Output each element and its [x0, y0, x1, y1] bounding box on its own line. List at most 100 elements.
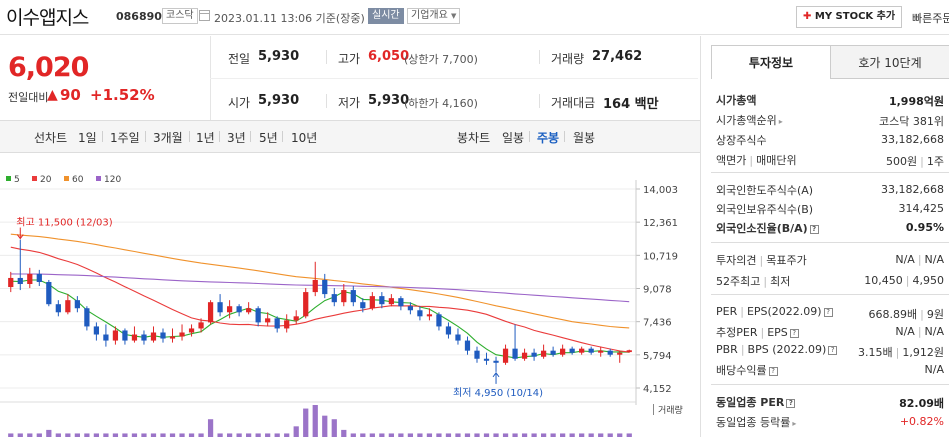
candle-body: [284, 320, 290, 329]
volume-bar: [27, 433, 33, 437]
candle-body: [445, 326, 452, 335]
candle-body: [531, 352, 537, 357]
divider: [250, 131, 251, 142]
help-icon[interactable]: ?: [768, 367, 778, 376]
invest-info-value: N/A: [925, 363, 944, 376]
candle-body: [65, 300, 71, 313]
volume-bar: [36, 433, 42, 437]
candle-body: [379, 296, 385, 305]
candle-body: [55, 304, 61, 313]
legend-swatch-5: [6, 176, 11, 181]
candle-body: [436, 314, 442, 327]
volume-bar: [617, 433, 623, 437]
label-separator: |: [760, 326, 765, 339]
volume-bar: [255, 433, 261, 437]
low-label: 저가: [338, 96, 361, 110]
help-icon[interactable]: ?: [828, 346, 838, 355]
quick-order-button[interactable]: 빠른주문: [912, 12, 949, 25]
volume-bar: [312, 405, 318, 437]
period-3y[interactable]: 3년: [227, 131, 246, 145]
volume-bar: [122, 433, 128, 437]
tab-order-book[interactable]: 호가 10단계: [830, 45, 949, 79]
volume-label: 거래량: [658, 404, 683, 416]
legend-swatch-120: [96, 176, 101, 181]
tab-invest-info[interactable]: 투자정보: [711, 45, 831, 79]
row-label: 상장주식수: [716, 134, 767, 147]
divider: [539, 94, 540, 108]
period-10y[interactable]: 10년: [291, 131, 318, 145]
candle-body: [512, 348, 518, 359]
add-my-stock-button[interactable]: ✚ MY STOCK 추가: [796, 6, 903, 28]
volume-bar: [17, 433, 23, 437]
candle-body: [303, 292, 309, 317]
period-1w[interactable]: 1주일: [110, 131, 140, 145]
change-label: 전일대비: [8, 91, 49, 104]
arrow-right-icon[interactable]: ▸: [792, 419, 797, 428]
candle-body: [607, 350, 613, 355]
candle-body: [226, 306, 233, 313]
row-value: N/A: [924, 363, 944, 376]
realtime-button[interactable]: 실시간: [368, 8, 404, 24]
period-1y[interactable]: 1년: [196, 131, 215, 145]
divider: [102, 131, 103, 142]
arrow-right-icon[interactable]: ▸: [778, 117, 783, 126]
candle-body: [426, 314, 433, 317]
candle-weekly[interactable]: 주봉: [537, 131, 560, 145]
divider: [711, 384, 949, 385]
volume-bar: [131, 433, 138, 437]
invest-info-label: 시가총액: [716, 92, 756, 108]
row-label-secondary: 목표주가: [766, 254, 807, 267]
invest-info-label: 상장주식수: [716, 132, 767, 148]
volume-bar: [540, 433, 547, 437]
divider: [145, 131, 146, 142]
invest-info-row: PER | EPS(2022.09)? 668.89배 | 9원: [716, 304, 948, 322]
divider: [711, 242, 949, 243]
candle-body: [502, 348, 509, 363]
invest-info-row: 상장주식수 33,182,668: [716, 131, 948, 149]
line-chart-label: 선차트: [34, 131, 68, 145]
candle-body: [207, 302, 214, 323]
invest-info-row: 배당수익률? N/A: [716, 361, 948, 379]
volume-bar: [493, 433, 499, 437]
row-value: N/A: [895, 253, 915, 266]
help-icon[interactable]: ?: [786, 399, 796, 408]
price-chart[interactable]: 5 20 60 120 거래량 14,003 12,361 10,719 9,078 7,43…: [0, 170, 700, 437]
volume-bar: [141, 433, 147, 437]
candle-body: [455, 334, 461, 341]
candle-body: [617, 352, 623, 355]
period-3m[interactable]: 3개월: [153, 131, 183, 145]
label-separator: |: [740, 343, 745, 356]
value-separator: |: [895, 346, 900, 359]
volume-bar: [331, 419, 337, 437]
candle-body: [464, 340, 471, 351]
help-icon[interactable]: ?: [823, 308, 833, 317]
row-value: 0.95%: [905, 221, 944, 234]
company-overview-dropdown[interactable]: 기업개요 ▼: [407, 8, 461, 24]
value-separator: |: [920, 308, 924, 321]
volume-bar: [464, 433, 471, 437]
help-icon[interactable]: ?: [789, 329, 799, 338]
row-value-secondary: 4,950: [912, 274, 945, 287]
help-icon[interactable]: ?: [809, 225, 819, 234]
candle-body: [521, 352, 528, 359]
candle-body: [122, 330, 128, 341]
divider: [282, 131, 283, 142]
volume-bar: [322, 415, 328, 437]
divider: [711, 172, 949, 173]
candle-daily[interactable]: 일봉: [502, 131, 525, 145]
volume-bar: [103, 433, 109, 437]
volume-bar: [74, 433, 80, 437]
volume-bar: [369, 433, 375, 437]
period-5y[interactable]: 5년: [259, 131, 278, 145]
invest-info-label: 투자의견 | 목표주가: [716, 252, 807, 268]
volume-bar: [46, 429, 52, 437]
candle-body: [417, 310, 423, 317]
volume-bar: [217, 433, 223, 437]
period-1d[interactable]: 1일: [78, 131, 97, 145]
y-tick-label: 5,794: [643, 351, 672, 362]
candle-body: [27, 273, 33, 285]
candle-body: [84, 308, 90, 327]
candle-body: [246, 308, 252, 313]
row-value: 668.89배: [868, 308, 918, 321]
candle-monthly[interactable]: 월봉: [573, 131, 596, 145]
